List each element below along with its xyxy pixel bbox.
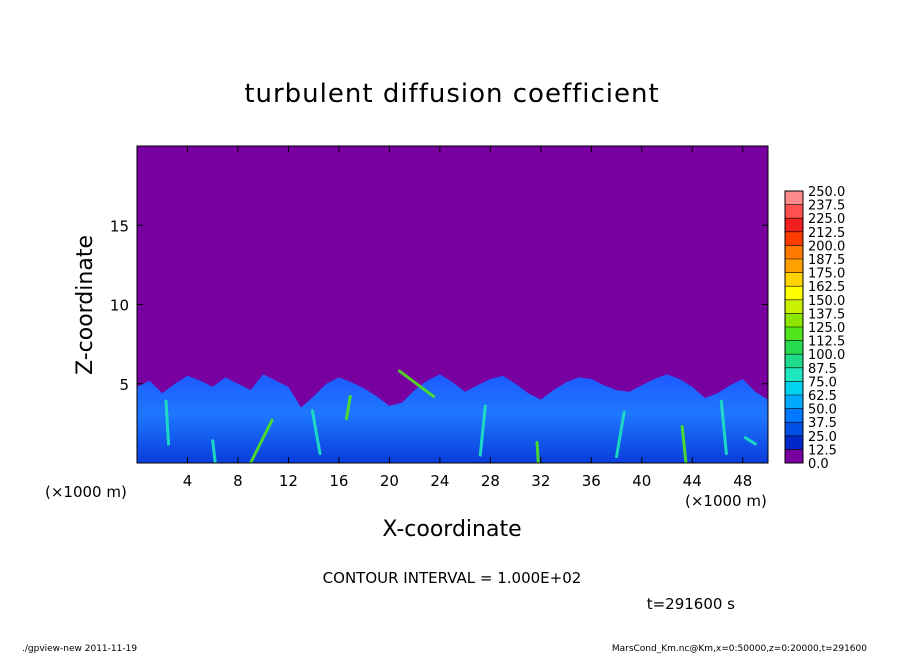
turbulence-streak (397, 369, 436, 398)
colorbar-swatch (785, 231, 803, 246)
colorbar-swatch (785, 259, 803, 274)
colorbar (784, 190, 804, 464)
colorbar-label: 0.0 (808, 457, 829, 472)
turbulence-streak (535, 440, 540, 463)
colorbar-label: 50.0 (808, 403, 837, 418)
x-tick-label: 36 (582, 472, 601, 490)
footer-left: ./gpview-new 2011-11-19 (22, 644, 137, 654)
x-tick-label: 24 (430, 472, 449, 490)
colorbar-swatch (785, 449, 803, 464)
time-label: t=291600 s (647, 595, 735, 613)
colorbar-label: 162.5 (808, 280, 845, 295)
y-tick-label: 10 (110, 297, 129, 315)
x-tick-label: 12 (279, 472, 298, 490)
y-axis-label: Z-coordinate (73, 235, 98, 375)
x-unit-right: (×1000 m) (685, 492, 767, 510)
colorbar-label: 200.0 (808, 239, 845, 254)
x-unit-left: (×1000 m) (45, 483, 127, 501)
x-tick-label: 28 (481, 472, 500, 490)
colorbar-swatch (785, 299, 803, 314)
colorbar-swatch (785, 408, 803, 423)
colorbar-label: 37.5 (808, 416, 837, 431)
colorbar-label: 225.0 (808, 212, 845, 227)
colorbar-swatch (785, 381, 803, 396)
colorbar-swatch (785, 245, 803, 260)
colorbar-label: 212.5 (808, 226, 845, 241)
y-tick-label: 15 (110, 217, 129, 235)
turbulence-streak (743, 436, 757, 446)
turbulence-streak (211, 439, 217, 463)
contour-interval-label: CONTOUR INTERVAL = 1.000E+02 (323, 569, 582, 587)
colorbar-swatch (785, 313, 803, 328)
colorbar-label: 137.5 (808, 307, 845, 322)
x-tick-label: 4 (183, 472, 193, 490)
x-tick-label: 48 (733, 472, 752, 490)
colorbar-label: 100.0 (808, 348, 845, 363)
turbulence-streak (615, 410, 626, 459)
x-axis-ticks: 4 8 12 16 20 24 28 32 36 40 44 48 (183, 146, 752, 490)
x-tick-label: 20 (380, 472, 399, 490)
boundary-layer-field (137, 374, 768, 463)
colorbar-label: 62.5 (808, 389, 837, 404)
turbulence-streak (164, 399, 171, 446)
colorbar-swatch (785, 354, 803, 369)
turbulence-streak (344, 394, 352, 421)
colorbar-label: 75.0 (808, 375, 837, 390)
footer-right: MarsCond_Km.nc@Km,x=0:50000,z=0:20000,t=… (612, 644, 867, 654)
x-tick-label: 8 (233, 472, 243, 490)
colorbar-label: 250.0 (808, 185, 845, 200)
turbulence-plumes (164, 369, 757, 463)
turbulence-streak (249, 418, 274, 463)
colorbar-swatch (785, 218, 803, 233)
colorbar-label: 25.0 (808, 430, 837, 445)
turbulence-streak (680, 425, 688, 463)
colorbar-swatch (785, 204, 803, 219)
turbulence-streak (310, 409, 322, 455)
colorbar-label: 187.5 (808, 253, 845, 268)
x-tick-label: 32 (531, 472, 550, 490)
colorbar-swatch (785, 286, 803, 301)
colorbar-swatch (785, 435, 803, 450)
x-tick-label: 16 (329, 472, 348, 490)
y-tick-label: 5 (119, 376, 129, 394)
colorbar-swatch (785, 340, 803, 355)
x-tick-label: 40 (632, 472, 651, 490)
colorbar-label: 237.5 (808, 199, 845, 214)
colorbar-swatch (785, 272, 803, 287)
colorbar-label: 125.0 (808, 321, 845, 336)
colorbar-swatch (785, 327, 803, 342)
y-axis-ticks: 5 10 15 (110, 217, 768, 394)
x-axis-label: X-coordinate (382, 517, 521, 542)
x-tick-label: 44 (683, 472, 702, 490)
colorbar-label: 175.0 (808, 267, 845, 282)
plot-area (137, 146, 768, 463)
colorbar-label: 150.0 (808, 294, 845, 309)
colorbar-swatch (785, 422, 803, 437)
colorbar-labels: 250.0237.5225.0212.5200.0187.5175.0162.5… (808, 185, 845, 472)
colorbar-label: 12.5 (808, 443, 837, 458)
colorbar-label: 87.5 (808, 362, 837, 377)
turbulence-streak (719, 399, 728, 455)
colorbar-swatch (785, 367, 803, 382)
turbulence-streak (478, 404, 487, 457)
colorbar-swatch (785, 191, 803, 206)
colorbar-swatch (785, 395, 803, 410)
colorbar-label: 112.5 (808, 335, 845, 350)
chart-title: turbulent diffusion coefficient (244, 79, 659, 109)
